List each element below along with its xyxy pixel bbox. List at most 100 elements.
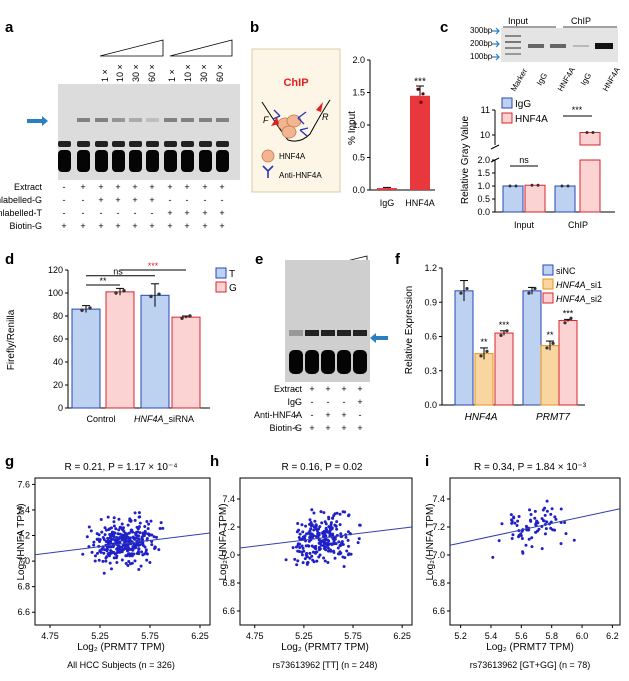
condition-mark: - xyxy=(100,208,103,218)
y-tick-label: 40 xyxy=(53,357,63,367)
data-point xyxy=(537,527,541,531)
data-point xyxy=(137,552,141,556)
data-point xyxy=(140,550,144,554)
antibody-icon xyxy=(272,109,309,137)
significance-label: *** xyxy=(572,105,583,115)
data-point xyxy=(309,527,313,531)
row-label-igg: IgG xyxy=(287,397,302,407)
d-x-label-gene: HNF4A xyxy=(134,414,164,424)
data-point xyxy=(145,558,149,562)
probe-band xyxy=(129,141,142,147)
data-point xyxy=(324,526,328,530)
data-point xyxy=(123,543,127,547)
lane-label: HNF4A xyxy=(601,65,622,93)
condition-mark: + xyxy=(357,384,362,394)
data-point xyxy=(129,529,133,533)
trend-line xyxy=(34,532,211,556)
data-point xyxy=(112,524,116,528)
data-point xyxy=(102,571,106,575)
gel-c-lane-labels: Marker IgG HNF4A IgG HNF4A xyxy=(509,65,622,93)
y-tick-label: 0 xyxy=(58,403,63,413)
data-point xyxy=(331,537,335,541)
primer-f-label: F xyxy=(263,115,269,125)
d-x-label-suffix: _siRNA xyxy=(163,414,195,424)
data-point xyxy=(142,534,146,538)
data-point xyxy=(419,100,423,104)
data-point xyxy=(591,131,595,134)
data-point xyxy=(107,551,111,555)
legend-hnf4a-label: HNF4A xyxy=(279,152,306,161)
data-point xyxy=(330,543,334,547)
shifted-band xyxy=(129,118,142,122)
data-point xyxy=(336,546,340,550)
data-point xyxy=(88,306,92,310)
data-point xyxy=(549,512,553,516)
data-point xyxy=(347,513,351,517)
panel-letter-d: d xyxy=(5,251,14,268)
conc-label: 10 × xyxy=(115,64,125,82)
bar xyxy=(558,320,578,406)
data-point xyxy=(302,549,306,553)
data-point xyxy=(327,517,331,521)
condition-mark: + xyxy=(184,221,189,231)
shifted-band xyxy=(337,330,351,336)
data-point xyxy=(300,553,304,557)
condition-mark: - xyxy=(151,208,154,218)
data-point xyxy=(563,521,567,525)
probe-band xyxy=(95,141,108,147)
legend-f-si1-swatch xyxy=(542,278,554,290)
data-point xyxy=(115,561,119,565)
panel-letter-a: a xyxy=(5,19,14,36)
data-point xyxy=(127,559,131,563)
probe-band xyxy=(164,141,177,147)
data-point xyxy=(549,520,553,524)
x-tick-label: Input xyxy=(514,220,535,230)
data-point xyxy=(130,554,134,558)
data-point xyxy=(346,530,350,534)
data-point xyxy=(516,519,520,523)
lane-label: Marker xyxy=(509,67,529,93)
conc-label: 30 × xyxy=(131,64,141,82)
legend-d-t-label: T xyxy=(229,269,235,280)
data-point xyxy=(323,559,327,563)
shifted-band xyxy=(146,118,159,122)
ladder-label: 300bp xyxy=(470,26,493,35)
data-point xyxy=(150,543,154,547)
data-point xyxy=(112,556,116,560)
significance-label: ns xyxy=(519,155,529,165)
data-point xyxy=(96,551,100,555)
dna-strand xyxy=(261,99,331,142)
data-point xyxy=(497,539,501,543)
free-probe-band xyxy=(305,350,319,374)
chart-h: 4.75 5.25 5.75 6.25 6.6 6.8 7.0 7.2 7.4 xyxy=(222,477,413,641)
condition-mark: + xyxy=(149,195,154,205)
data-point xyxy=(317,548,321,552)
data-point xyxy=(145,519,149,523)
legend-c-igg-swatch xyxy=(501,97,513,109)
y-tick-label: 0.5 xyxy=(352,153,365,163)
bar xyxy=(171,316,201,409)
condition-mark: - xyxy=(63,195,66,205)
data-point xyxy=(188,314,192,318)
bar xyxy=(410,95,430,190)
data-point xyxy=(126,564,130,568)
data-point xyxy=(147,522,151,526)
data-point xyxy=(180,316,184,320)
data-point xyxy=(92,543,96,547)
i-stat-label: R = 0.34, P = 1.84 × 10⁻³ xyxy=(474,462,587,473)
condition-mark: + xyxy=(132,195,137,205)
data-point xyxy=(530,545,534,549)
data-point xyxy=(514,184,518,188)
legend-c-hnf4a-swatch xyxy=(501,112,513,124)
data-point xyxy=(328,532,332,536)
bar xyxy=(540,345,560,406)
data-point xyxy=(306,561,310,565)
axis-break xyxy=(579,146,601,159)
probe-band xyxy=(112,141,125,147)
data-point xyxy=(114,291,118,295)
data-point xyxy=(317,527,321,531)
x-tick-label: 5.4 xyxy=(485,631,498,641)
data-point xyxy=(318,525,322,529)
data-point xyxy=(536,183,540,187)
data-point xyxy=(109,545,113,549)
